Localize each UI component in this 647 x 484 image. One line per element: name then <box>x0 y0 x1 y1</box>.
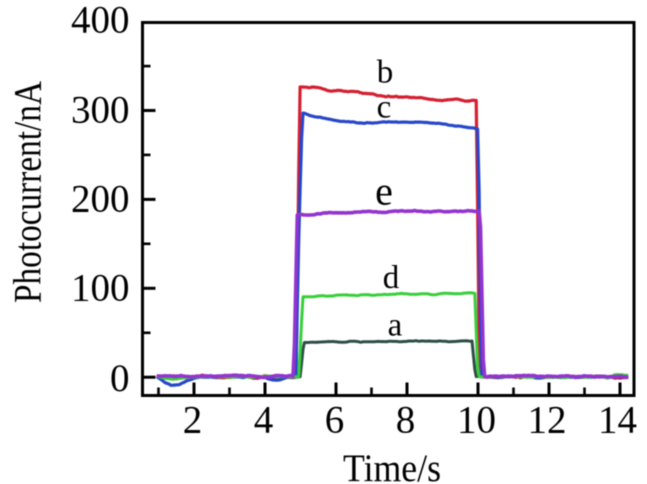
svg-text:12: 12 <box>528 399 567 442</box>
svg-text:14: 14 <box>598 399 637 442</box>
svg-text:4: 4 <box>254 399 274 442</box>
svg-text:200: 200 <box>71 177 130 220</box>
svg-text:300: 300 <box>71 89 130 132</box>
svg-text:Time/s: Time/s <box>343 447 441 484</box>
svg-text:d: d <box>383 260 400 296</box>
svg-text:c: c <box>377 90 392 126</box>
svg-text:8: 8 <box>396 399 416 442</box>
svg-text:a: a <box>388 308 403 344</box>
svg-text:6: 6 <box>325 399 345 442</box>
svg-text:Photocurrent/nA: Photocurrent/nA <box>7 81 50 303</box>
svg-text:10: 10 <box>457 399 496 442</box>
svg-text:b: b <box>377 55 394 91</box>
svg-text:0: 0 <box>110 357 130 400</box>
svg-text:400: 400 <box>71 0 130 42</box>
svg-text:2: 2 <box>183 399 203 442</box>
svg-text:100: 100 <box>71 266 130 309</box>
svg-text:e: e <box>375 169 393 214</box>
